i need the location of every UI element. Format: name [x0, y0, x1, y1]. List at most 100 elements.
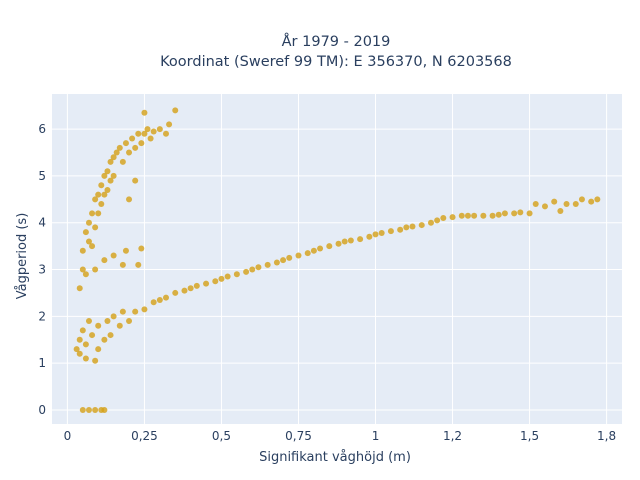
- scatter-point: [122, 140, 129, 147]
- scatter-point: [135, 130, 142, 137]
- scatter-point: [129, 135, 136, 142]
- scatter-point: [212, 278, 219, 285]
- scatter-point: [166, 121, 173, 128]
- scatter-point: [341, 238, 348, 245]
- scatter-point: [449, 214, 456, 221]
- scatter-point: [85, 238, 92, 245]
- scatter-point: [110, 154, 117, 161]
- scatter-point: [249, 266, 256, 273]
- scatter-point: [147, 135, 154, 142]
- scatter-point: [113, 149, 120, 156]
- scatter-point: [243, 268, 250, 275]
- scatter-point: [397, 226, 404, 233]
- scatter-point: [286, 254, 293, 261]
- scatter-point: [110, 313, 117, 320]
- scatter-point: [79, 266, 86, 273]
- scatter-point: [233, 271, 240, 278]
- scatter-point: [76, 336, 83, 343]
- scatter-point: [464, 212, 471, 219]
- scatter-point: [144, 126, 151, 133]
- scatter-point: [92, 406, 99, 413]
- scatter-points: [73, 107, 601, 413]
- scatter-point: [489, 212, 496, 219]
- scatter-point: [82, 341, 89, 348]
- scatter-point: [357, 236, 364, 243]
- scatter-point: [110, 252, 117, 259]
- scatter-point: [101, 406, 108, 413]
- scatter-point: [104, 168, 111, 175]
- scatter-point: [92, 357, 99, 364]
- scatter-point: [572, 201, 579, 207]
- scatter-point: [255, 264, 262, 271]
- scatter-point: [110, 172, 117, 179]
- y-tick-label: 1: [38, 356, 46, 370]
- scatter-point: [141, 130, 148, 137]
- grid-lines: [52, 94, 622, 424]
- scatter-point: [517, 209, 524, 216]
- scatter-point: [76, 350, 83, 357]
- scatter-point: [563, 201, 570, 207]
- scatter-point: [532, 201, 539, 207]
- scatter-point: [95, 210, 102, 217]
- scatter-point: [119, 158, 126, 165]
- scatter-point: [440, 215, 447, 222]
- y-tick-labels: 0 1 2 3 4 5 6: [38, 122, 46, 417]
- scatter-point: [387, 228, 394, 235]
- scatter-point: [82, 271, 89, 278]
- scatter-point: [511, 210, 518, 217]
- scatter-point: [76, 285, 83, 292]
- scatter-point: [434, 217, 441, 224]
- plot-area: [52, 94, 622, 424]
- scatter-point: [82, 355, 89, 362]
- y-tick-label: 3: [38, 263, 46, 277]
- scatter-point: [104, 186, 111, 193]
- scatter-point: [578, 196, 585, 203]
- x-tick-label: 1: [372, 429, 380, 443]
- scatter-point: [163, 130, 169, 137]
- scatter-point: [89, 210, 96, 217]
- x-tick-label: 1,2: [443, 429, 462, 443]
- scatter-point: [135, 261, 142, 268]
- scatter-point: [304, 250, 311, 257]
- scatter-point: [95, 322, 102, 329]
- scatter-point: [132, 308, 139, 315]
- y-tick-label: 2: [38, 309, 46, 323]
- scatter-point: [101, 336, 108, 343]
- scatter-point: [85, 318, 92, 325]
- scatter-point: [141, 109, 148, 116]
- scatter-point: [79, 247, 86, 254]
- scatter-point: [458, 212, 465, 219]
- scatter-point: [501, 210, 508, 217]
- scatter-point: [372, 231, 379, 238]
- scatter-point: [104, 318, 111, 325]
- scatter-point: [126, 149, 133, 156]
- scatter-point: [471, 212, 478, 219]
- scatter-point: [172, 107, 179, 114]
- scatter-point: [98, 201, 105, 207]
- scatter-point: [403, 224, 410, 231]
- scatter-point: [101, 257, 108, 264]
- scatter-point: [224, 273, 231, 280]
- scatter-point: [366, 233, 373, 240]
- scatter-point: [181, 287, 188, 294]
- scatter-point: [588, 198, 595, 205]
- scatter-point: [557, 208, 564, 215]
- scatter-point: [326, 243, 333, 250]
- scatter-point: [79, 327, 86, 334]
- scatter-point: [295, 252, 302, 259]
- scatter-point: [409, 223, 416, 230]
- scatter-point: [347, 237, 354, 244]
- x-tick-label: 0: [64, 429, 72, 443]
- scatter-point: [156, 126, 163, 133]
- scatter-point: [495, 211, 502, 218]
- scatter-point: [264, 261, 271, 268]
- x-tick-label: 1,8: [597, 429, 616, 443]
- scatter-point: [92, 266, 99, 273]
- scatter-point: [541, 203, 548, 210]
- scatter-point: [79, 406, 86, 413]
- scatter-point: [551, 198, 558, 205]
- y-tick-label: 4: [38, 216, 46, 230]
- scatter-point: [126, 196, 133, 203]
- x-tick-label: 0,75: [285, 429, 312, 443]
